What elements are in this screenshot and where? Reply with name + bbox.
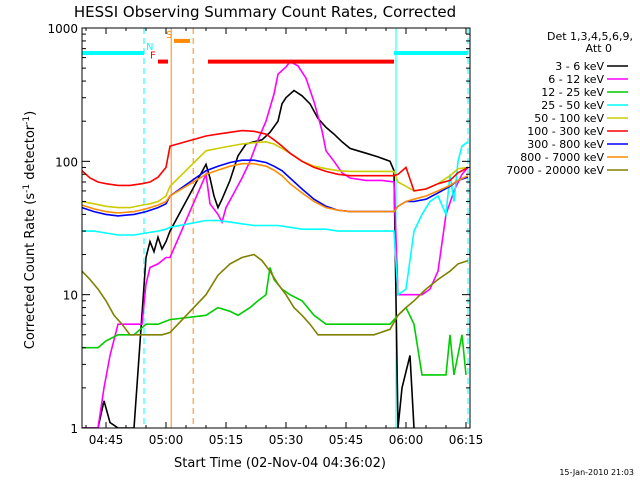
plot-area: N SF xyxy=(82,28,469,428)
legend-label-5: 50 - 100 keV xyxy=(534,112,604,125)
series-line-4 xyxy=(82,141,469,297)
y-tick-label: 1000 xyxy=(47,22,78,36)
flag-label-S: S xyxy=(166,30,172,41)
legend-header-attenuator: Att 0 xyxy=(586,42,612,55)
legend-label-6: 100 - 300 keV xyxy=(527,125,604,138)
x-tick-label: 05:45 xyxy=(329,433,364,447)
y-axis-label: Corrected Count Rate (s-1 detector-1) xyxy=(22,111,38,349)
y-tick-label: 1 xyxy=(70,422,78,436)
y-tick-label: 10 xyxy=(63,289,78,303)
legend-header-detectors: Det 1,3,4,5,6,9, xyxy=(547,30,633,43)
flag-label-N: N xyxy=(146,42,153,53)
legend-label-9: 7000 - 20000 keV xyxy=(506,164,604,177)
legend-label-2: 6 - 12 keV xyxy=(548,73,604,86)
x-tick-label: 05:15 xyxy=(209,433,244,447)
series-line-2 xyxy=(82,60,469,428)
legend-label-4: 25 - 50 keV xyxy=(541,99,604,112)
series-line-7 xyxy=(82,159,469,217)
y-axis-label-main: Corrected Count Rate (s xyxy=(23,193,38,350)
series-line-6 xyxy=(82,129,469,192)
x-tick-label: 05:00 xyxy=(149,433,184,447)
y-axis-label-mid: detector xyxy=(23,124,38,184)
legend-label-3: 12 - 25 keV xyxy=(541,86,604,99)
x-tick-label: 06:00 xyxy=(389,433,424,447)
legend-label-1: 3 - 6 keV xyxy=(555,60,604,73)
x-tick-label: 05:30 xyxy=(269,433,304,447)
legend-label-7: 300 - 800 keV xyxy=(527,138,604,151)
y-tick-label: 100 xyxy=(55,155,78,169)
y-axis-label-sup2: -1 xyxy=(22,116,32,125)
chart-title: HESSI Observing Summary Count Rates, Cor… xyxy=(74,3,456,21)
footer-date: 15-Jan-2010 21:03 xyxy=(559,468,634,477)
flag-label-F: F xyxy=(150,51,156,62)
axes: 04:45 05:00 05:15 05:30 05:45 06:00 06:15 1 10 10… xyxy=(47,22,483,447)
y-axis-label-end: ) xyxy=(23,111,38,116)
series-line-3 xyxy=(82,267,467,376)
x-tick-label: 06:15 xyxy=(449,433,484,447)
plot-frame xyxy=(81,27,471,429)
x-tick-label: 04:45 xyxy=(89,433,124,447)
series-line-5 xyxy=(82,140,469,209)
y-axis-label-sup1: -1 xyxy=(22,184,32,193)
legend-label-8: 800 - 7000 keV xyxy=(520,151,604,164)
x-axis-label: Start Time (02-Nov-04 04:36:02) xyxy=(174,456,386,471)
series-line-9 xyxy=(82,253,469,336)
series-line-8 xyxy=(82,162,469,214)
